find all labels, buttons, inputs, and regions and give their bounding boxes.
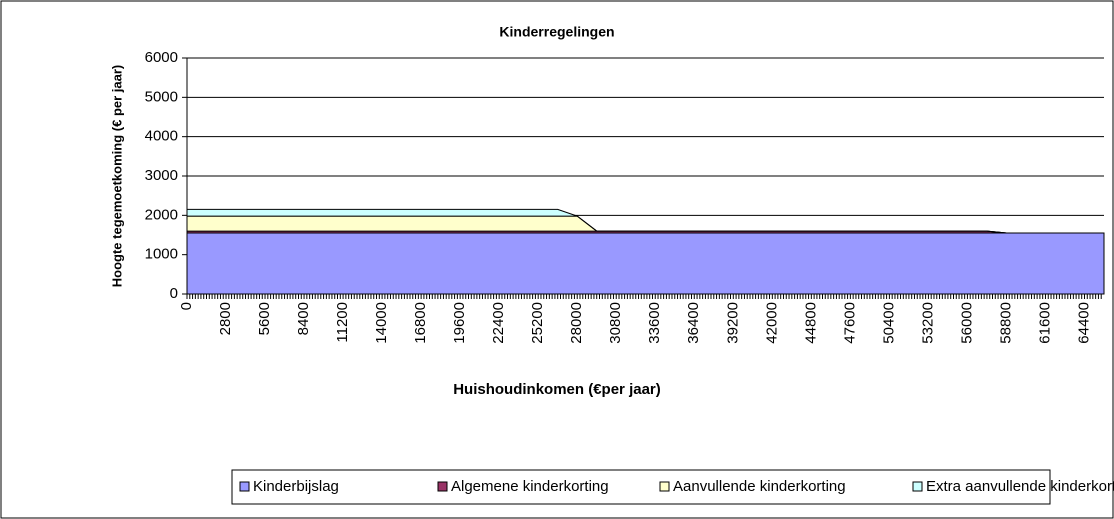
y-tick-label: 3000 [145,167,178,184]
y-axis-title: Hoogte tegemoetkoming (€ per jaar) [109,65,124,287]
area [186,232,1105,295]
x-tick-label: 2800 [217,302,234,335]
legend-swatch [437,481,448,492]
legend-label: Aanvullende kinderkorting [673,478,846,495]
legend-label: Extra aanvullende kinderkorting [926,478,1114,495]
y-tick-label: 6000 [145,49,178,66]
x-tick-label: 14000 [373,302,390,344]
x-tick-label: 11200 [334,302,351,343]
x-tick-label: 56000 [958,302,975,344]
x-tick-label: 39200 [724,302,741,344]
y-tick-label: 5000 [145,88,178,105]
x-tick-label: 16800 [412,302,429,344]
x-axis-title: Huishoudinkomen (€per jaar) [453,381,661,398]
y-tick-label: 4000 [145,128,178,145]
x-tick-label: 42000 [763,302,780,344]
x-tick-label: 61600 [1036,302,1053,344]
legend-label: Kinderbijslag [253,478,339,495]
x-tick-label: 47600 [841,302,858,344]
x-tick-label: 25200 [529,302,546,344]
x-tick-label: 0 [178,302,195,310]
x-tick-label: 19600 [451,302,468,344]
y-tick-label: 0 [170,285,178,302]
legend-swatch [239,481,250,492]
x-tick-label: 53200 [919,302,936,344]
x-tick-label: 33600 [646,302,663,344]
x-tick-label: 58800 [997,302,1014,344]
area [186,208,1104,234]
x-tick-label: 5600 [256,302,273,335]
x-tick-label: 64400 [1075,302,1092,344]
x-tick-label: 22400 [490,302,507,344]
x-tick-label: 30800 [607,302,624,344]
x-tick-label: 36400 [685,302,702,344]
x-tick-label: 28000 [568,302,585,344]
legend-label: Algemene kinderkorting [451,478,609,495]
y-tick-label: 1000 [145,246,178,263]
y-tick-label: 2000 [145,206,178,223]
legend-swatch [659,481,670,492]
chart-title: Kinderregelingen [499,24,614,40]
x-tick-label: 44800 [802,302,819,344]
x-tick-label: 50400 [880,302,897,344]
legend-swatch [912,481,923,492]
x-tick-label: 8400 [295,302,312,335]
